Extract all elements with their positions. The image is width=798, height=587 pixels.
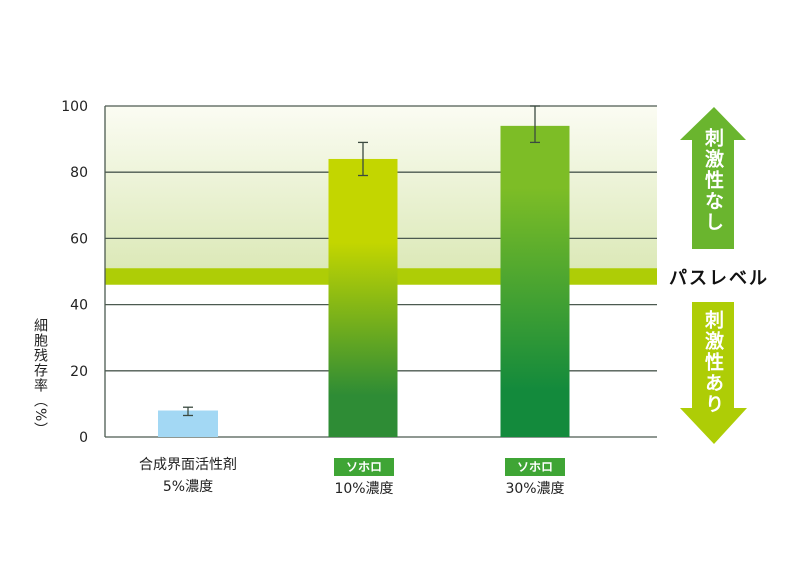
category-concentration: 30%濃度 xyxy=(505,481,565,497)
category-concentration: 10%濃度 xyxy=(334,481,394,497)
down-arrow-icon xyxy=(680,302,747,444)
y-tick-label: 20 xyxy=(70,364,88,380)
category-badge: ソホロ xyxy=(333,458,394,476)
category-badge: ソホロ xyxy=(504,458,565,476)
category-name: 合成界面活性剤 xyxy=(139,457,237,473)
y-tick-label: 40 xyxy=(70,298,88,314)
bar xyxy=(500,125,570,438)
y-tick-label: 80 xyxy=(70,165,88,181)
pass-level-label: パスレベル xyxy=(669,268,769,289)
category-label-2: ソホロ 30%濃度 xyxy=(455,456,615,500)
y-tick-label: 100 xyxy=(61,99,88,115)
y-tick-label: 0 xyxy=(79,430,88,446)
category-label-0: 合成界面活性剤 5%濃度 xyxy=(108,454,268,498)
y-tick-label: 60 xyxy=(70,231,88,247)
y-axis-label: 細胞残存率（%） xyxy=(32,318,48,438)
bar xyxy=(328,158,398,437)
category-label-1: ソホロ 10%濃度 xyxy=(284,456,444,500)
category-concentration: 5%濃度 xyxy=(162,479,214,495)
no-irritation-label: 刺激性なし xyxy=(702,128,724,233)
up-arrow-icon xyxy=(680,107,746,249)
irritation-label: 刺激性あり xyxy=(702,310,724,415)
